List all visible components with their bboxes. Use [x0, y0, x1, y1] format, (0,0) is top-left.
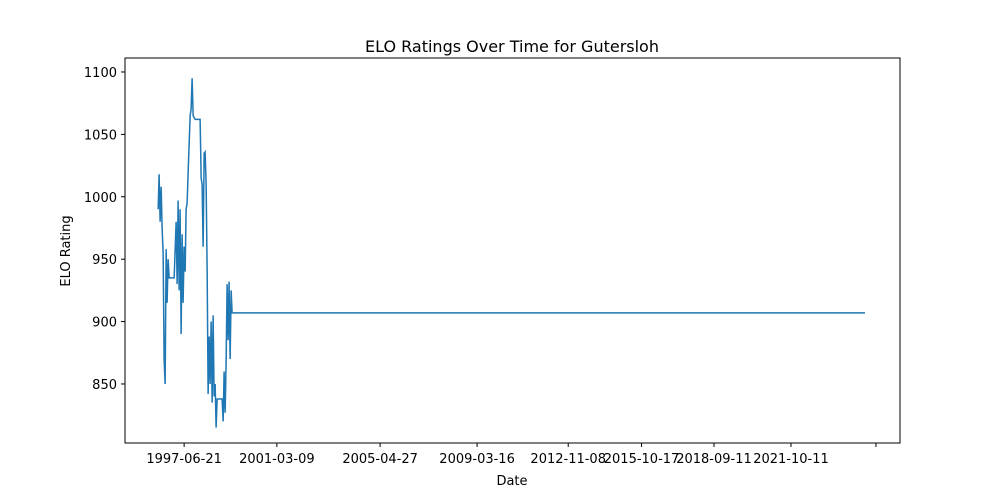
y-tick-label: 1100 [84, 66, 117, 81]
y-tick-label: 900 [92, 316, 117, 331]
line [157, 78, 865, 428]
x-axis-label: Date [496, 474, 527, 489]
x-tick-label: 2009-03-16 [439, 452, 515, 467]
plot-frame [124, 57, 901, 444]
y-tick-label: 950 [92, 253, 117, 268]
y-axis-label: ELO Rating [59, 215, 74, 286]
chart-title: ELO Ratings Over Time for Gutersloh [365, 37, 659, 56]
y-tick-label: 1000 [84, 191, 117, 206]
x-tick-label: 1997-06-21 [146, 452, 222, 467]
x-tick-label: 2021-10-11 [753, 452, 829, 467]
x-tick-label: 2001-03-09 [239, 452, 315, 467]
y-tick-label: 850 [92, 378, 117, 393]
x-tick-label: 2005-04-27 [342, 452, 418, 467]
x-tick-label: 2012-11-08 [530, 452, 606, 467]
y-tick-label: 1050 [84, 128, 117, 143]
x-tick-label: 2018-09-11 [676, 452, 752, 467]
x-tick-label: 2015-10-17 [604, 452, 680, 467]
